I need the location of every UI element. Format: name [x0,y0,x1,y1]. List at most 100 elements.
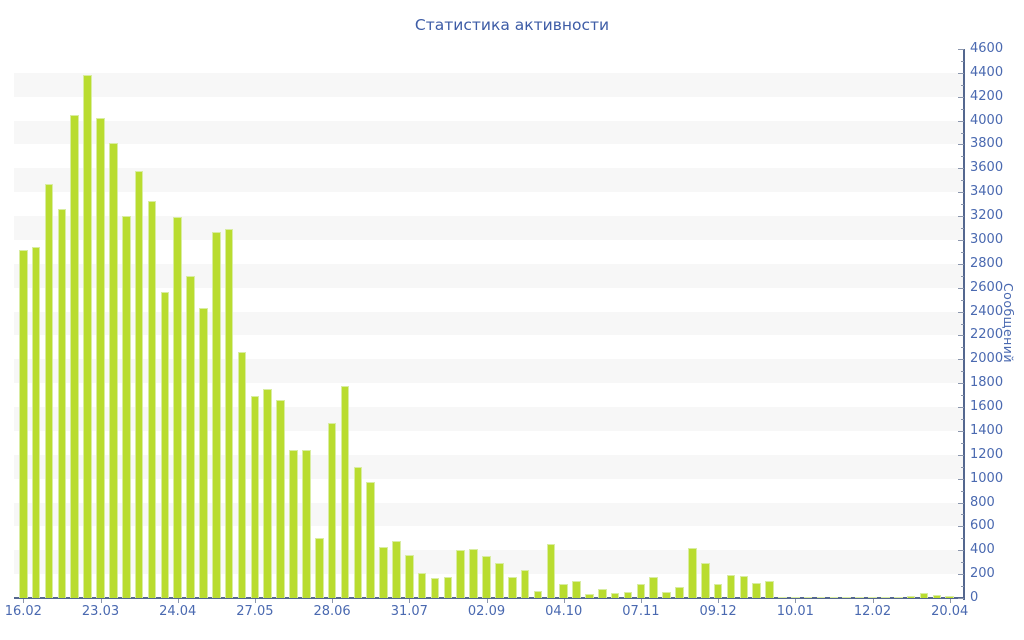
y-minor-tick [961,442,964,444]
grid-band [14,144,964,169]
bar[interactable] [572,580,581,598]
y-tick-label: 2800 [970,256,1004,272]
y-tick-label: 600 [970,518,995,534]
grid-band [14,478,964,503]
y-tick-label: 4400 [970,65,1004,81]
bar[interactable] [507,577,517,598]
bar[interactable] [147,200,157,598]
bar[interactable] [263,389,273,598]
bar[interactable] [726,575,736,598]
bar[interactable] [688,547,697,598]
bar[interactable] [906,595,916,598]
grid-band [14,383,964,408]
bar[interactable] [443,577,453,598]
bar[interactable] [636,584,646,598]
bar[interactable] [675,587,684,598]
bar[interactable] [392,540,401,598]
y-tick-label: 2400 [970,303,1004,319]
bar[interactable] [417,572,427,598]
bar[interactable] [842,596,852,598]
bar[interactable] [816,596,826,598]
bar[interactable] [134,170,144,598]
x-tick [563,599,565,603]
bar[interactable] [366,482,375,598]
bar[interactable] [778,596,787,598]
bar[interactable] [96,118,105,598]
bar[interactable] [430,577,440,598]
bar[interactable] [713,584,723,598]
y-minor-tick [961,466,964,468]
bar[interactable] [160,292,170,598]
bar[interactable] [379,546,388,598]
bar[interactable] [186,275,195,598]
bar[interactable] [752,583,761,598]
bar[interactable] [623,592,633,598]
bar[interactable] [250,396,260,598]
bar[interactable] [31,247,41,598]
y-major-tick [958,96,964,98]
bar[interactable] [121,216,131,598]
grid-band [14,502,964,527]
y-tick-label: 3200 [970,208,1004,224]
bar[interactable] [881,596,890,598]
y-axis-title: Сообщений [1001,282,1016,364]
bar[interactable] [57,208,67,598]
x-tick [949,599,951,603]
bar[interactable] [109,143,118,598]
x-tick-label: 07.11 [622,604,660,619]
bar[interactable] [739,575,749,598]
bar[interactable] [83,75,92,598]
y-minor-tick [961,156,964,158]
y-axis-line [963,49,965,600]
grid-band [14,430,964,455]
bar[interactable] [495,562,504,598]
y-minor-tick [961,132,964,134]
bar[interactable] [19,249,28,598]
bar[interactable] [919,593,929,598]
bar[interactable] [932,595,942,598]
bar[interactable] [212,231,221,598]
y-major-tick [958,454,964,456]
bar[interactable] [945,595,954,598]
y-major-tick [958,72,964,74]
bar[interactable] [44,183,54,598]
x-tick-label: 31.07 [390,604,428,619]
bar[interactable] [649,577,659,598]
bar[interactable] [662,592,671,598]
bar[interactable] [327,422,337,598]
bar[interactable] [855,596,864,598]
bar[interactable] [314,538,324,598]
bar[interactable] [276,399,285,598]
bar[interactable] [803,596,813,598]
bar[interactable] [289,450,298,598]
bar[interactable] [598,589,607,598]
bar[interactable] [70,114,80,598]
bar[interactable] [224,229,234,598]
bar[interactable] [585,594,594,598]
bar[interactable] [469,549,478,598]
y-major-tick [958,311,964,313]
bar[interactable] [520,569,530,598]
x-tick [795,599,797,603]
bar[interactable] [237,352,247,598]
bar[interactable] [340,385,350,598]
bar[interactable] [868,596,877,598]
y-tick-label: 4000 [970,112,1004,128]
bar[interactable] [173,217,182,598]
bar[interactable] [610,592,620,598]
bar[interactable] [405,555,414,598]
bar[interactable] [559,584,568,598]
bar[interactable] [700,563,710,598]
bar[interactable] [199,308,208,598]
y-tick-label: 0 [970,590,979,606]
bar[interactable] [791,596,800,598]
bar[interactable] [765,581,774,598]
bar[interactable] [546,544,556,598]
bar[interactable] [353,466,363,598]
bar[interactable] [456,550,466,598]
bar[interactable] [893,596,903,598]
bar[interactable] [302,450,311,598]
bar[interactable] [482,556,491,598]
bar[interactable] [533,590,543,598]
bar[interactable] [829,596,839,598]
